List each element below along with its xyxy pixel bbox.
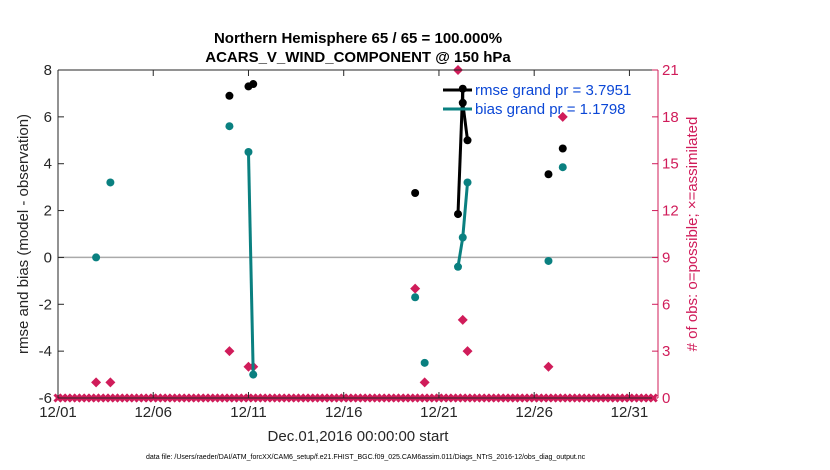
obs-possible-marker [105, 377, 116, 388]
rmse-point [454, 210, 462, 219]
bias-line-segment [461, 182, 470, 238]
y-tick-label: 6 [44, 109, 52, 126]
bias-point [544, 256, 553, 265]
y-tick-label: 4 [44, 156, 52, 173]
chart-subtitle: ACARS_V_WIND_COMPONENT @ 150 hPa [205, 49, 511, 66]
y-right-tick-label: 18 [662, 109, 679, 126]
chart-title: Northern Hemisphere 65 / 65 = 100.000% [214, 30, 502, 47]
y-tick-label: -2 [39, 296, 52, 313]
rmse-point [458, 98, 467, 107]
rmse-point [225, 91, 234, 100]
bias-point [458, 233, 467, 242]
data-file-footnote: data file: /Users/raeder/DAI/ATM_forcXX/… [146, 454, 586, 461]
obs-possible-marker [462, 346, 473, 357]
y-tick-label: 8 [44, 62, 52, 79]
rmse-point [463, 136, 472, 145]
x-tick-label: 12/16 [325, 404, 363, 421]
plot-area [58, 70, 658, 398]
y-right-tick-label: 21 [662, 62, 679, 79]
bias-point [463, 178, 472, 187]
rmse-series [225, 80, 567, 219]
x-tick-label: 12/01 [39, 404, 77, 421]
obs-possible-marker [419, 377, 430, 388]
bias-point [249, 370, 258, 379]
x-tick-label: 12/31 [611, 404, 649, 421]
obs-possible-marker [557, 111, 568, 122]
obs-possible-marker [457, 314, 468, 325]
bias-line-segment [456, 237, 465, 268]
x-tick-label: 12/06 [134, 404, 172, 421]
obs-possible-marker [224, 346, 235, 357]
bias-point [420, 358, 429, 367]
y-tick-label: -4 [39, 343, 52, 360]
bias-point [454, 262, 462, 271]
y-axis-label: rmse and bias (model - observation) [15, 114, 32, 354]
y-right-tick-label: 0 [662, 390, 670, 407]
legend-rmse-label: rmse grand pr = 3.7951 [475, 82, 631, 99]
y-tick-label: 0 [44, 249, 52, 266]
bias-point [106, 178, 115, 187]
bias-point [225, 122, 234, 131]
y-axis-right-label: # of obs: o=possible; ×=assimilated [684, 117, 701, 352]
x-tick-label: 12/26 [515, 404, 553, 421]
x-axis-label: Dec.01,2016 00:00:00 start [268, 428, 450, 445]
legend: rmse grand pr = 3.7951 bias grand pr = 1… [443, 82, 631, 118]
legend-bias-label: bias grand pr = 1.1798 [475, 101, 626, 118]
y-right-tick-label: 15 [662, 156, 679, 173]
rmse-point [544, 170, 553, 179]
bias-point [244, 148, 253, 156]
y-right-tick-label: 3 [662, 343, 670, 360]
axes-layer: -6 -4 -2 0 2 4 6 8 0 3 6 9 12 15 18 21 12/01 12/06 12/11 12… [39, 62, 679, 421]
bias-series [92, 122, 567, 379]
rmse-point [249, 80, 258, 89]
bias-point [411, 293, 420, 302]
plot-background [58, 70, 658, 398]
obs-possible-marker [91, 377, 102, 388]
bias-point [558, 163, 567, 172]
y-tick-label: 2 [44, 203, 52, 220]
obs-possible-marker [410, 283, 421, 294]
bias-line-segment [246, 151, 255, 375]
rmse-point [411, 189, 420, 197]
y-tick-label: -6 [39, 390, 52, 407]
obs-possible-marker [543, 361, 554, 372]
y-right-tick-label: 12 [662, 203, 679, 220]
rmse-point [558, 144, 567, 153]
x-tick-label: 12/11 [230, 404, 266, 421]
y-right-tick-label: 9 [662, 249, 670, 266]
bias-point [92, 253, 101, 262]
y-right-tick-label: 6 [662, 296, 670, 313]
x-tick-label: 12/21 [420, 404, 458, 421]
